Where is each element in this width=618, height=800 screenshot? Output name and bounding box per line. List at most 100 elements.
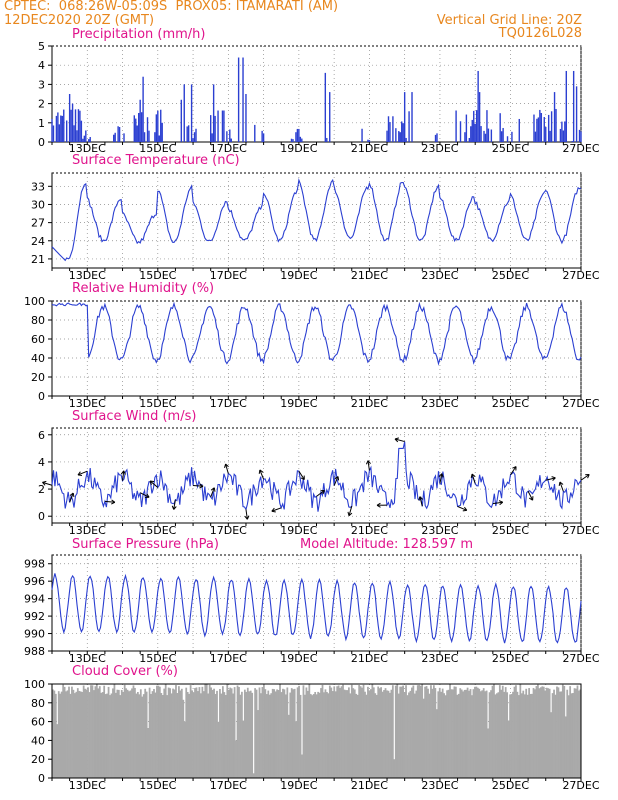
cloud-bar [328, 685, 331, 778]
precip-bar [290, 138, 293, 142]
precip-bar [242, 57, 244, 142]
cloud-bar [91, 685, 94, 778]
precip-bar [157, 110, 159, 142]
cloud-bar [248, 691, 251, 778]
wind-arrow [104, 499, 116, 505]
precip-bar [545, 127, 547, 142]
cloud-bar [528, 688, 531, 778]
precip-bar [398, 131, 400, 142]
precip-bar [537, 117, 540, 142]
cloud-bar [324, 689, 327, 778]
y-tick-label: 0 [38, 390, 45, 403]
cloud-bar [97, 688, 100, 778]
x-tick-label: 27DEC [562, 779, 599, 792]
cloud-bar [214, 693, 217, 778]
cloud-bar [535, 686, 538, 778]
cloud-bar [141, 696, 144, 778]
wind-arrow [139, 492, 150, 499]
precip-bar [210, 115, 212, 142]
cloud-bar [478, 688, 481, 778]
precip-bar [561, 121, 563, 142]
cloud-bar [431, 688, 434, 778]
cloud-bar [68, 686, 70, 778]
cloud-bar [255, 689, 258, 778]
x-tick-label: 21DEC [351, 397, 388, 410]
cloud-bar [348, 687, 350, 778]
cloud-bar [265, 694, 268, 778]
cloud-bar [107, 686, 110, 778]
precip-bar [534, 131, 537, 142]
cloud-bar [488, 692, 491, 778]
x-tick-label: 25DEC [492, 524, 529, 537]
precip-bar [474, 123, 476, 142]
cloud-bar [409, 690, 412, 778]
cloud-bar [440, 691, 443, 778]
cloud-bar [569, 686, 572, 778]
cloud-bar [506, 692, 509, 778]
precip-bar [572, 70, 575, 142]
cloud-bar [485, 690, 488, 778]
precip-bar [154, 132, 156, 142]
x-tick-label: 27DEC [562, 142, 599, 155]
cloud-bar [383, 690, 385, 778]
cloud-bar [198, 687, 201, 778]
cloud-bar [481, 690, 484, 778]
precip-bar [136, 125, 138, 142]
cloud-bar [396, 684, 399, 778]
cloud-bar [185, 687, 188, 778]
cloud-bar [87, 687, 89, 778]
cloud-bar [98, 686, 101, 778]
cloud-bar [551, 693, 554, 778]
cloud-bar [339, 687, 341, 778]
precip-bar [142, 76, 144, 142]
cloud-bar [532, 688, 535, 778]
precip-bar [459, 121, 462, 142]
precip-bar [83, 135, 86, 142]
panel-3: 0 2 4 6 13DEC 15DEC 17DEC 19DEC 21DEC 23DEC 25DEC 2… [38, 409, 600, 537]
wind-arrow [210, 487, 216, 498]
wind-arrow [120, 470, 126, 481]
precip-bar [392, 116, 394, 142]
x-tick-label: 15DEC [139, 524, 176, 537]
cloud-bar [132, 685, 135, 778]
precip-bar [123, 133, 125, 142]
cloud-bar [412, 685, 415, 778]
y-tick-label: 988 [24, 645, 45, 658]
panel-2: 0 20 40 60 80 100 13DEC 15DEC 17DEC 19DEC 21DEC 23D… [24, 281, 600, 410]
precip-bar [299, 136, 302, 142]
precip-bar [63, 109, 65, 142]
precip-bar [88, 139, 90, 142]
precip-bar [564, 121, 566, 142]
cloud-bar [501, 685, 504, 778]
x-tick-label: 27DEC [562, 524, 599, 537]
cloud-bar [71, 686, 73, 778]
cloud-bar [82, 685, 85, 778]
cloud-bar [204, 684, 207, 778]
wind-arrow [193, 483, 204, 489]
precip-bar [89, 137, 91, 142]
cloud-bar [123, 684, 126, 778]
cloud-bar [484, 691, 487, 778]
precip-bar [214, 115, 216, 142]
x-tick-label: 17DEC [210, 779, 247, 792]
cloud-bar [306, 690, 309, 778]
wind-arrow [258, 469, 265, 480]
y-tick-label: 998 [24, 558, 45, 571]
cloud-bar [315, 694, 318, 778]
precip-bar [296, 128, 299, 142]
cloud-bar [160, 693, 163, 778]
cloud-bar [169, 688, 171, 778]
cloud-bar [375, 694, 378, 778]
cloud-bar [216, 690, 218, 778]
precip-bar [580, 131, 582, 142]
precip-bar [470, 126, 472, 142]
cloud-bar [349, 693, 352, 778]
cloud-bar [76, 688, 79, 778]
cloud-bar [343, 689, 346, 778]
cloud-bar [175, 685, 177, 778]
precip-bar [221, 110, 224, 142]
x-tick-label: 23DEC [421, 524, 458, 537]
precip-bar [57, 112, 59, 142]
y-tick-label: 21 [31, 253, 45, 266]
cloud-bar [117, 689, 120, 778]
